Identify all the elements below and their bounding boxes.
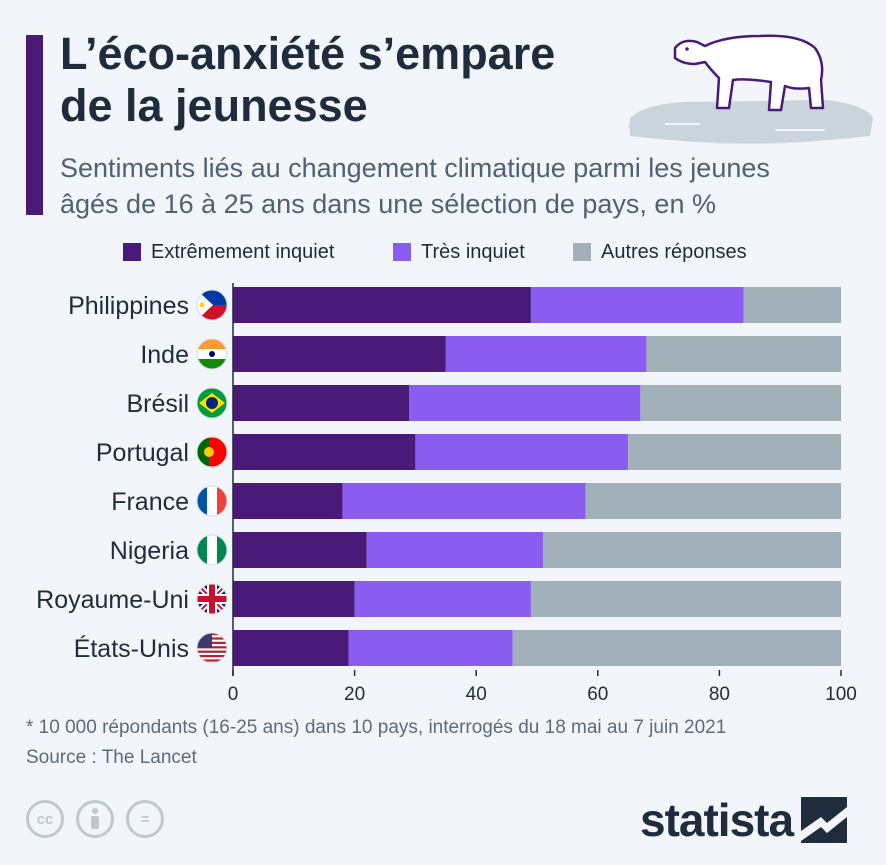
legend-swatch bbox=[123, 243, 141, 261]
license-icons: cc = bbox=[26, 800, 164, 838]
bar-segment bbox=[348, 630, 513, 666]
category-label: France bbox=[111, 488, 189, 516]
bar-segment bbox=[543, 532, 841, 568]
bar-segment bbox=[743, 287, 841, 323]
bar-segment bbox=[585, 483, 841, 519]
chart-title: L’éco-anxiété s’empare de la jeunesse bbox=[60, 28, 660, 132]
usa-flag-icon bbox=[196, 632, 228, 664]
bar-segment bbox=[512, 630, 841, 666]
uk-flag-icon bbox=[196, 583, 228, 615]
nigeria-flag-icon bbox=[196, 534, 228, 566]
stacked-bar-chart: Philippines Inde Brésil Portugal France Niger… bbox=[36, 283, 857, 705]
subtitle-line-2: âgés de 16 à 25 ans dans une sélection d… bbox=[60, 189, 716, 219]
category-label: Inde bbox=[140, 341, 189, 369]
bar-segment bbox=[233, 532, 367, 568]
bar-segment bbox=[233, 385, 410, 421]
bar-segment bbox=[409, 385, 641, 421]
statista-logo: statista bbox=[640, 792, 848, 848]
bar-segment bbox=[646, 336, 841, 372]
legend-label: Très inquiet bbox=[421, 240, 525, 263]
bar-segment bbox=[628, 434, 841, 470]
x-tick-label: 40 bbox=[466, 684, 487, 705]
bar-segment bbox=[530, 287, 744, 323]
category-label: États-Unis bbox=[74, 634, 189, 663]
title-line-1: L’éco-anxiété s’empare bbox=[60, 28, 556, 79]
logo-text: statista bbox=[640, 794, 794, 846]
category-label: Philippines bbox=[68, 292, 189, 320]
legend-item-other: Autres réponses bbox=[573, 238, 747, 266]
bar-segment bbox=[342, 483, 586, 519]
title-line-2: de la jeunesse bbox=[60, 80, 368, 131]
philippines-flag-icon bbox=[196, 289, 228, 321]
france-flag-icon bbox=[196, 485, 228, 517]
category-label: Portugal bbox=[96, 439, 189, 467]
legend-label: Extrêmement inquiet bbox=[151, 240, 335, 263]
legend-item-extremely: Extrêmement inquiet bbox=[123, 238, 334, 266]
title-accent-bar bbox=[26, 35, 43, 215]
portugal-flag-icon bbox=[196, 436, 228, 468]
nd-icon: = bbox=[126, 800, 164, 838]
x-tick-label: 100 bbox=[825, 684, 857, 705]
footnote-note: * 10 000 répondants (16-25 ans) dans 10 … bbox=[26, 717, 727, 738]
by-icon bbox=[76, 800, 114, 838]
category-label: Nigeria bbox=[110, 537, 189, 565]
bar-segment bbox=[366, 532, 544, 568]
x-tick-label: 60 bbox=[587, 684, 608, 705]
bar-segment bbox=[445, 336, 647, 372]
legend-swatch bbox=[393, 243, 411, 261]
bar-segment bbox=[233, 434, 416, 470]
statista-logo-mark-icon bbox=[801, 797, 848, 843]
bar-segment bbox=[530, 581, 841, 617]
brazil-flag-icon bbox=[196, 387, 228, 419]
footnote-source: Source : The Lancet bbox=[26, 747, 197, 768]
chart-subtitle: Sentiments liés au changement climatique… bbox=[60, 150, 870, 222]
legend-label: Autres réponses bbox=[601, 240, 747, 263]
bar-segment bbox=[233, 336, 446, 372]
legend-swatch bbox=[573, 243, 591, 261]
category-label: Brésil bbox=[126, 390, 189, 418]
bar-segment bbox=[233, 287, 531, 323]
x-tick-label: 0 bbox=[228, 684, 239, 705]
legend-item-very: Très inquiet bbox=[393, 238, 525, 266]
subtitle-line-1: Sentiments liés au changement climatique… bbox=[60, 153, 770, 183]
bar-segment bbox=[233, 483, 343, 519]
india-flag-icon bbox=[196, 338, 228, 370]
category-label: Royaume-Uni bbox=[36, 586, 189, 614]
bar-segment bbox=[640, 385, 841, 421]
footnote: * 10 000 répondants (16-25 ans) dans 10 … bbox=[26, 713, 876, 773]
bar-segment bbox=[415, 434, 629, 470]
x-tick-label: 80 bbox=[709, 684, 730, 705]
bar-segment bbox=[233, 581, 355, 617]
chart-legend: Extrêmement inquiet Très inquiet Autres … bbox=[0, 238, 886, 266]
bar-segment bbox=[233, 630, 349, 666]
bar-segment bbox=[354, 581, 531, 617]
cc-icon: cc bbox=[26, 800, 64, 838]
polar-bear-illustration bbox=[628, 34, 873, 144]
cc-icon-label: cc bbox=[36, 810, 54, 828]
x-tick-label: 20 bbox=[344, 684, 365, 705]
nd-icon-label: = bbox=[140, 810, 150, 828]
